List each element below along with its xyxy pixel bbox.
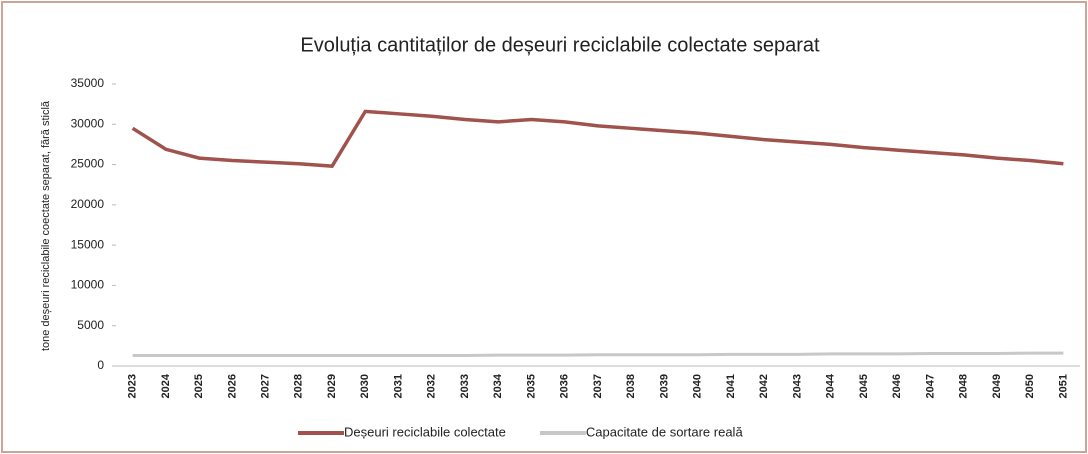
- x-tick-label: 2025: [193, 374, 205, 398]
- legend-label: Capacitate de sortare reală: [586, 424, 744, 439]
- x-tick-label: 2035: [525, 374, 537, 398]
- chart-title: Evoluția cantitaților de deșeuri recicla…: [300, 34, 820, 56]
- y-tick-label: 10000: [71, 278, 105, 292]
- y-axis-label: tone deșeuri reciclabile coectate separa…: [40, 100, 52, 351]
- x-tick-label: 2024: [160, 373, 172, 398]
- x-tick-label: 2027: [259, 374, 271, 398]
- y-tick-label: 0: [97, 358, 104, 372]
- y-tick-label: 5000: [77, 318, 104, 332]
- legend-label: Deșeuri reciclabile colectate: [344, 424, 506, 439]
- x-tick-label: 2049: [991, 374, 1003, 398]
- x-tick-label: 2044: [825, 373, 837, 398]
- x-tick-label: 2051: [1057, 374, 1069, 398]
- y-tick-label: 35000: [71, 76, 105, 90]
- y-tick-label: 30000: [71, 116, 105, 130]
- x-tick-label: 2034: [492, 373, 504, 398]
- x-tick-label: 2023: [127, 374, 139, 398]
- x-tick-label: 2043: [791, 374, 803, 398]
- y-tick-label: 25000: [71, 157, 105, 171]
- x-tick-label: 2038: [625, 374, 637, 398]
- y-tick-label: 20000: [71, 197, 105, 211]
- x-tick-label: 2050: [1024, 374, 1036, 398]
- x-tick-label: 2042: [758, 374, 770, 398]
- x-tick-label: 2030: [359, 374, 371, 398]
- x-tick-label: 2026: [226, 374, 238, 398]
- series-line: [131, 109, 1064, 169]
- x-tick-label: 2047: [924, 374, 936, 398]
- series-line: [132, 351, 1064, 358]
- y-tick-label: 15000: [71, 237, 105, 251]
- x-tick-label: 2039: [658, 374, 670, 398]
- x-tick-label: 2040: [692, 374, 704, 398]
- x-tick-label: 2031: [392, 374, 404, 398]
- x-tick-label: 2041: [725, 374, 737, 398]
- x-tick-label: 2046: [891, 374, 903, 398]
- x-tick-label: 2045: [858, 374, 870, 398]
- x-tick-label: 2048: [958, 374, 970, 398]
- x-tick-label: 2037: [592, 374, 604, 398]
- x-tick-label: 2033: [459, 374, 471, 398]
- x-tick-label: 2032: [426, 374, 438, 398]
- x-tick-label: 2036: [559, 374, 571, 398]
- x-tick-label: 2029: [326, 374, 338, 398]
- x-tick-label: 2028: [293, 374, 305, 398]
